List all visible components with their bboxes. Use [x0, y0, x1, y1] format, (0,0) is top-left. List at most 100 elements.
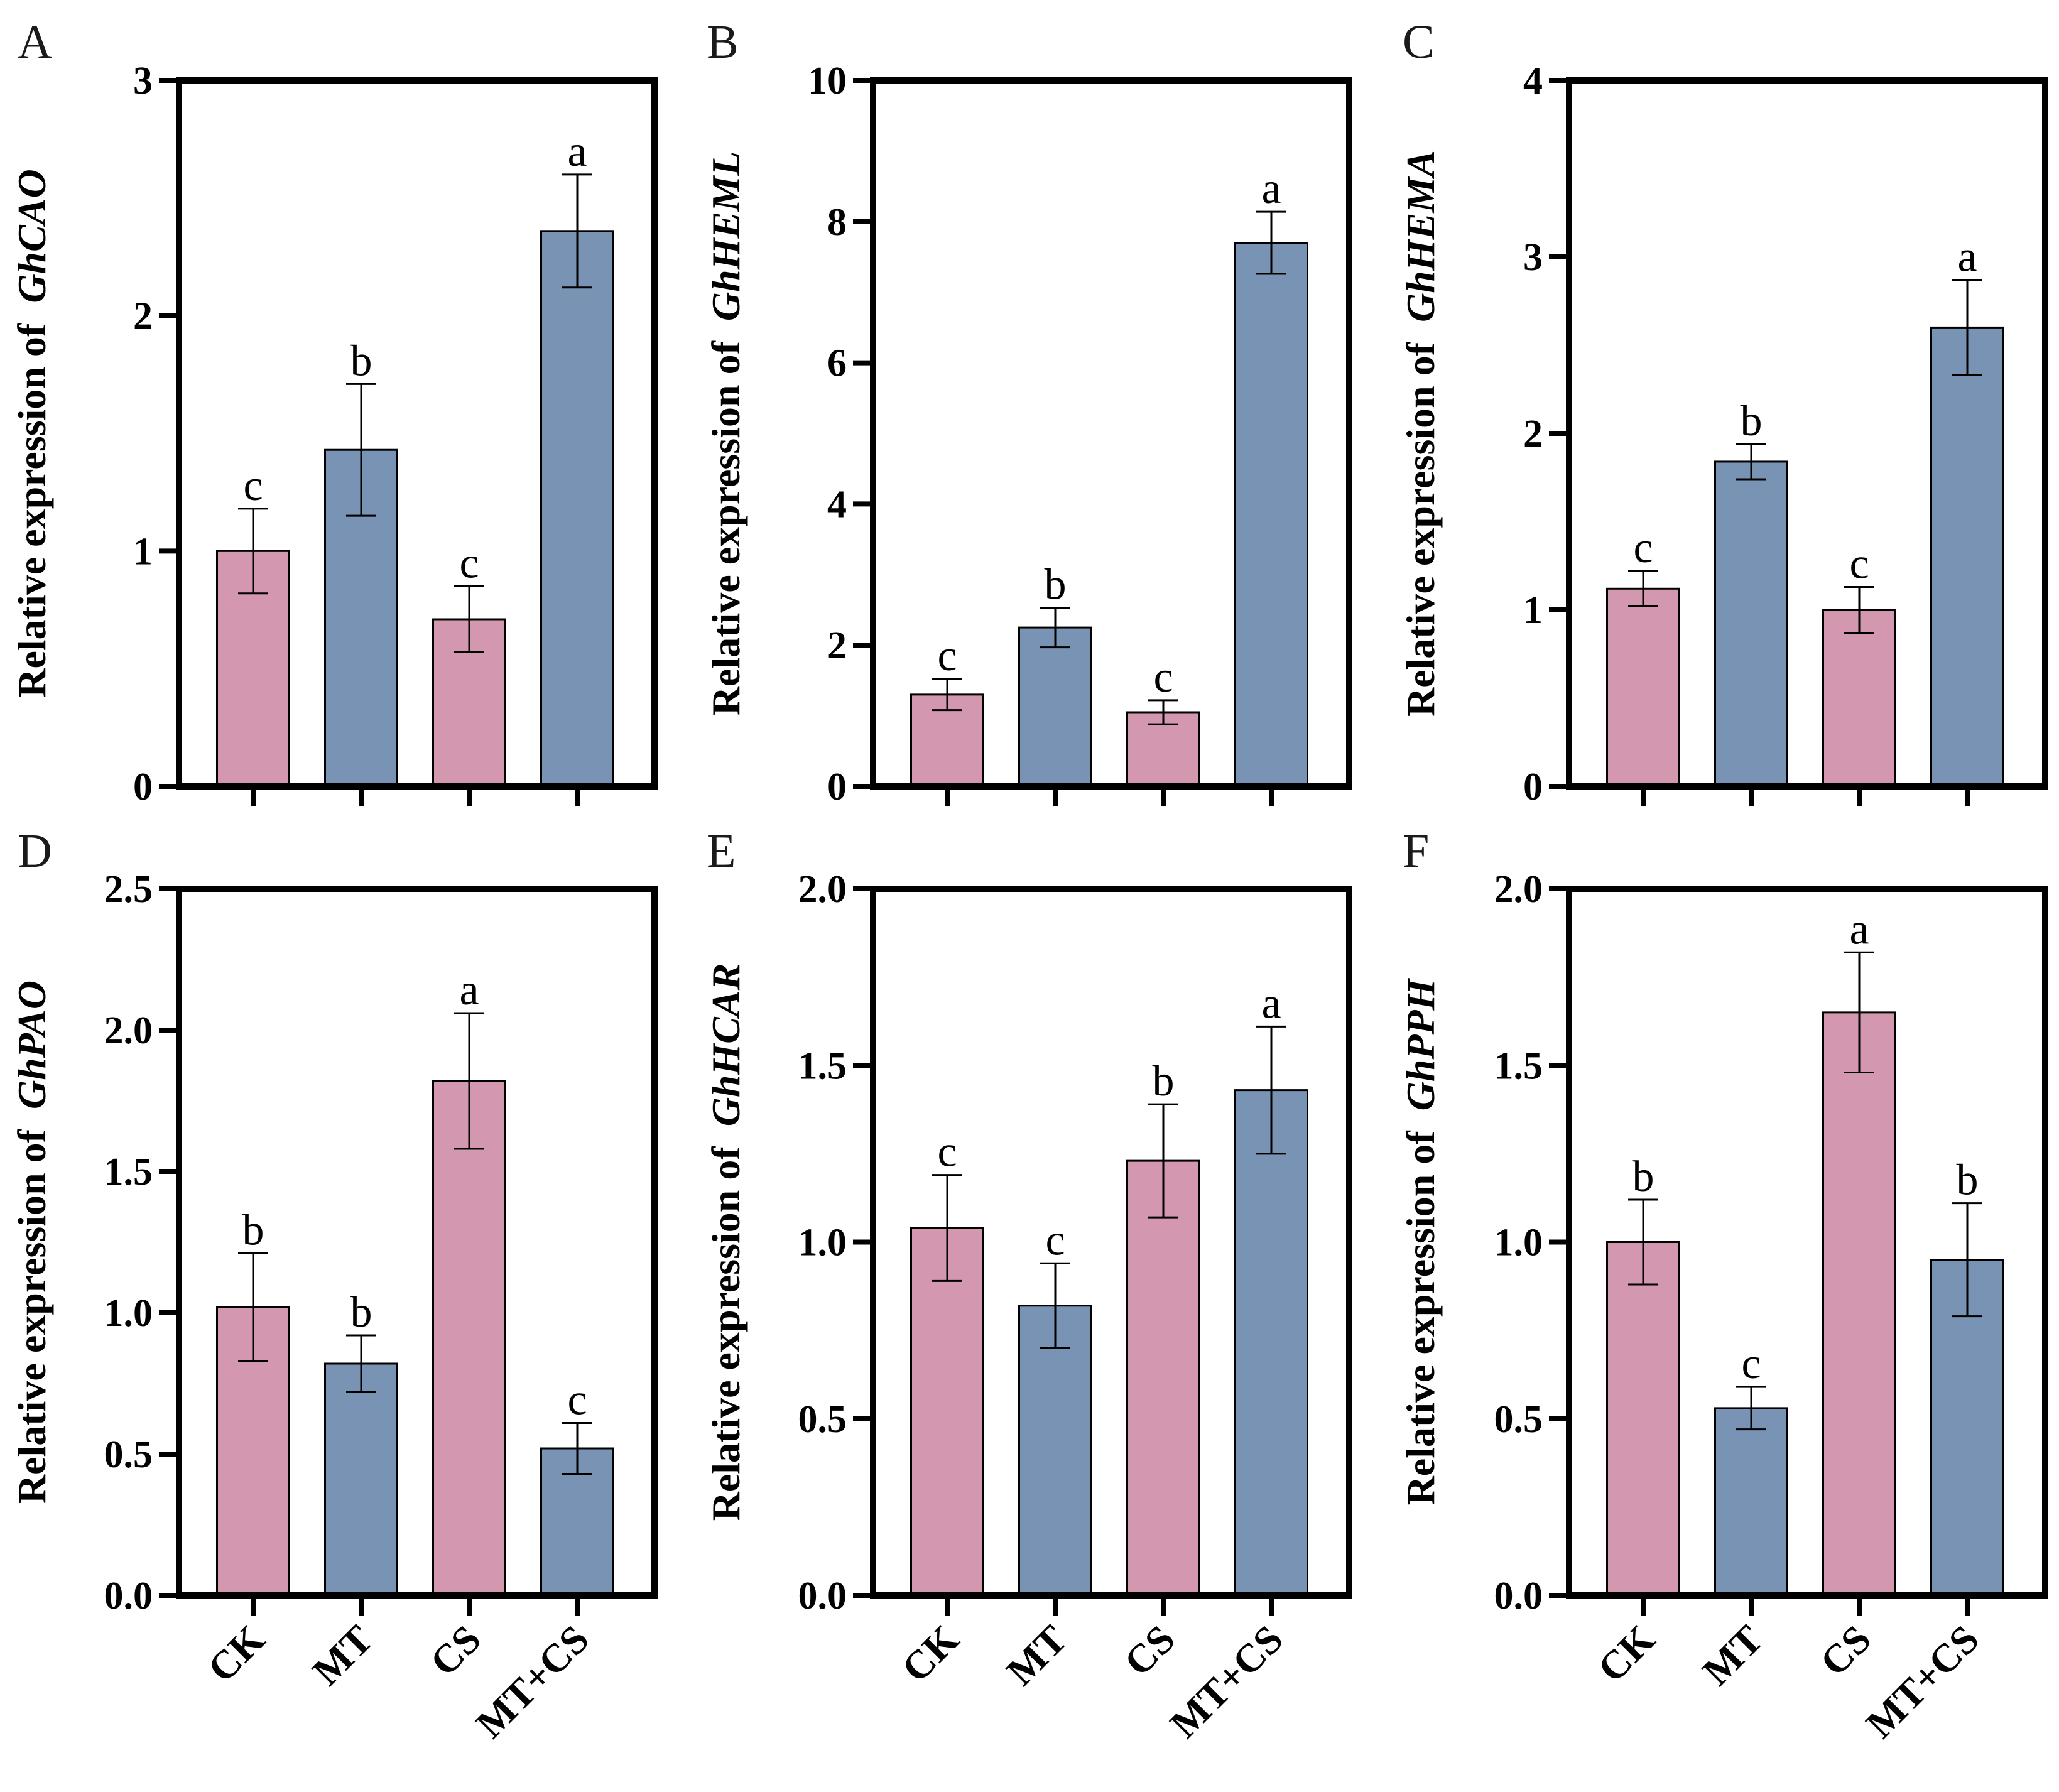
chart-d-sig-letter-2: a	[459, 966, 479, 1014]
chart-d-frame	[176, 886, 658, 1599]
chart-f-ylabel-prefix: Relative expression of	[1398, 1110, 1443, 1505]
chart-c-sig-letter-1: b	[1741, 397, 1763, 445]
chart-f-category-label-2: CS	[1812, 1617, 1879, 1685]
chart-c-bar-3	[1930, 326, 2004, 788]
chart-f-ytick-label-2: 1.0	[1494, 1222, 1543, 1264]
chart-b-sig-letter-3: a	[1261, 165, 1281, 213]
chart-e-sig-letter-2: b	[1153, 1057, 1175, 1105]
chart-c-frame	[1566, 77, 2048, 790]
chart-f-ytick-label-0: 0.0	[1494, 1575, 1543, 1617]
chart-b-ylabel-prefix: Relative expression of	[704, 321, 748, 715]
chart-f-ylabel: Relative expression of GhPPH	[1398, 977, 1443, 1505]
chart-d-category-label-0: CK	[199, 1617, 273, 1691]
chart-a-ytick-label-1: 1	[133, 530, 153, 573]
chart-c-ytick-label-0: 0	[1523, 766, 1543, 808]
chart-b-bar-3	[1234, 242, 1308, 788]
chart-f-panel-letter: F	[1403, 825, 1429, 877]
chart-f: F Relative expression of GhPPH b CK c MT a CS b M…	[1398, 825, 2048, 1746]
chart-f-bar-1	[1714, 1407, 1788, 1597]
chart-e-ytick-label-1: 0.5	[798, 1398, 847, 1441]
chart-e-ytick-label-3: 1.5	[798, 1045, 847, 1087]
chart-c-panel-letter: C	[1403, 16, 1435, 68]
chart-b-bar-1	[1018, 626, 1092, 788]
chart-f-ytick-label-1: 0.5	[1494, 1398, 1543, 1441]
chart-b-ylabel: Relative expression of GhHEML	[704, 151, 748, 715]
chart-a-ytick-label-0: 0	[133, 766, 153, 808]
chart-e-category-label-0: CK	[893, 1617, 967, 1691]
chart-d-ytick-label-5: 2.5	[104, 868, 153, 911]
chart-c-ytick-label-4: 4	[1523, 60, 1543, 102]
chart-b-ytick-label-3: 6	[827, 342, 847, 385]
chart-f-sig-letter-2: a	[1849, 905, 1869, 953]
chart-f-sig-letter-0: b	[1633, 1153, 1654, 1201]
chart-c-ylabel-prefix: Relative expression of	[1398, 322, 1443, 717]
chart-e-ytick-label-0: 0.0	[798, 1575, 847, 1617]
chart-d-bar-2	[432, 1080, 506, 1597]
chart-d: D Relative expression of GhPAO b CK b MT a CS c M…	[9, 825, 658, 1746]
chart-c-ylabel-gene: GhHEMA	[1398, 150, 1443, 322]
chart-c-ytick-label-1: 1	[1523, 589, 1543, 632]
chart-a-sig-letter-3: a	[567, 128, 587, 176]
chart-a-ylabel: Relative expression of GhCAO	[9, 169, 54, 697]
chart-e-sig-letter-3: a	[1261, 979, 1281, 1028]
chart-a-sig-letter-1: b	[350, 337, 372, 385]
chart-e-bar-1	[1018, 1305, 1092, 1597]
chart-c-sig-letter-0: c	[1633, 524, 1653, 572]
chart-d-ytick-label-0: 0.0	[104, 1575, 153, 1617]
chart-b-ytick-label-1: 2	[827, 624, 847, 667]
chart-b-frame	[870, 77, 1352, 790]
chart-f-ytick-label-3: 1.5	[1494, 1045, 1543, 1087]
chart-d-bar-1	[324, 1362, 398, 1597]
chart-c-sig-letter-3: a	[1957, 233, 1977, 281]
chart-f-category-label-1: MT	[1694, 1617, 1771, 1694]
chart-f-bar-0	[1606, 1241, 1680, 1597]
chart-c-ytick-label-2: 2	[1523, 413, 1543, 455]
chart-a-bar-3	[540, 230, 614, 788]
chart-d-panel-letter: D	[18, 825, 52, 877]
chart-b: B Relative expression of GhHEML c b c a 0 2 4 6 8 1…	[704, 16, 1352, 808]
chart-d-category-label-1: MT	[304, 1617, 381, 1694]
chart-f-ylabel-gene: GhPPH	[1398, 977, 1443, 1110]
chart-c: C Relative expression of GhHEMA c b c a 0 1 2 3 4	[1398, 16, 2048, 808]
chart-d-ytick-label-4: 2.0	[104, 1009, 153, 1052]
chart-d-ylabel-gene: GhPAO	[9, 980, 54, 1109]
chart-a-ytick-label-2: 2	[133, 295, 153, 338]
chart-b-ytick-label-2: 4	[827, 483, 847, 526]
chart-e-bar-0	[910, 1227, 984, 1597]
chart-f-frame	[1566, 886, 2048, 1599]
chart-d-ytick-label-3: 1.5	[104, 1151, 153, 1193]
chart-c-bar-0	[1606, 587, 1680, 788]
chart-b-ytick-label-0: 0	[827, 766, 847, 808]
chart-e-category-label-1: MT	[998, 1617, 1075, 1694]
chart-f-sig-letter-1: c	[1741, 1340, 1761, 1388]
chart-d-ytick-label-2: 1.0	[104, 1292, 153, 1335]
chart-d-ylabel: Relative expression of GhPAO	[9, 980, 54, 1504]
chart-a-ytick-label-3: 3	[133, 60, 153, 102]
chart-e-ylabel-prefix: Relative expression of	[704, 1126, 748, 1521]
chart-e-bar-2	[1126, 1159, 1200, 1597]
chart-f-category-label-0: CK	[1589, 1617, 1663, 1691]
chart-e-ytick-label-4: 2.0	[798, 868, 847, 911]
chart-e-bar-3	[1234, 1089, 1308, 1597]
chart-b-panel-letter: B	[707, 16, 739, 68]
chart-e-ylabel: Relative expression of GhHCAR	[704, 964, 748, 1521]
chart-a-panel-letter: A	[18, 16, 52, 68]
chart-b-ylabel-gene: GhHEML	[704, 151, 748, 321]
chart-b-sig-letter-0: c	[937, 632, 957, 680]
chart-a-sig-letter-2: c	[459, 540, 479, 588]
chart-b-ytick-label-5: 10	[808, 60, 847, 102]
chart-c-bar-1	[1714, 460, 1788, 788]
chart-e-frame	[870, 886, 1352, 1599]
chart-e-sig-letter-0: c	[937, 1128, 957, 1176]
chart-b-sig-letter-1: b	[1045, 561, 1067, 609]
chart-d-ylabel-prefix: Relative expression of	[9, 1109, 54, 1504]
chart-d-ytick-label-1: 0.5	[104, 1433, 153, 1476]
chart-f-bar-2	[1822, 1011, 1896, 1597]
chart-a-sig-letter-0: c	[243, 462, 263, 510]
chart-c-bar-2	[1822, 609, 1896, 788]
chart-a-frame	[176, 77, 658, 790]
chart-c-ylabel: Relative expression of GhHEMA	[1398, 150, 1443, 717]
chart-e-category-label-3: MT+CS	[1161, 1617, 1291, 1747]
chart-f-ytick-label-4: 2.0	[1494, 868, 1543, 911]
